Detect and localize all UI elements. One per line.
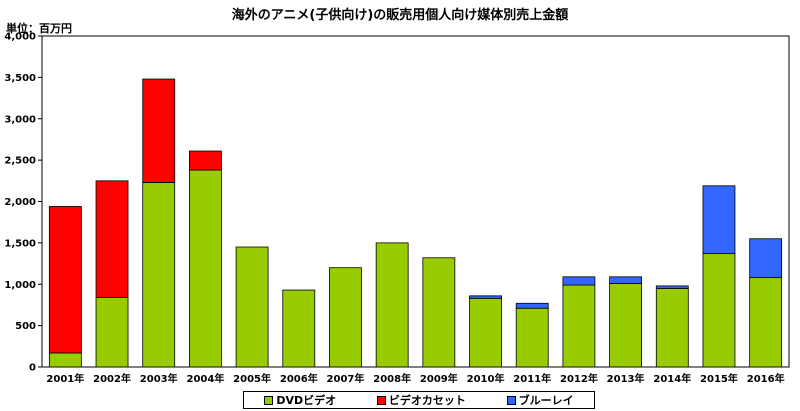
bar-segment xyxy=(609,283,642,368)
legend-item-dvd: DVDビデオ xyxy=(264,392,336,408)
x-tick-label: 2014年 xyxy=(653,372,691,385)
x-tick-label: 2015年 xyxy=(700,372,738,385)
x-tick-label: 2013年 xyxy=(607,372,645,385)
bar-segment xyxy=(329,267,362,368)
bar-segment xyxy=(189,169,222,368)
legend-swatch-bluray xyxy=(506,395,516,405)
y-tick-label: 3,000 xyxy=(4,114,36,125)
y-tick-label: 2,000 xyxy=(4,197,36,208)
unit-label: 単位：百万円 xyxy=(6,22,72,35)
y-tick-labels: 0 500 1,000 1,500 2,000 2,500 3,000 3,500 4,000 xyxy=(4,32,42,374)
y-tick-label: 500 xyxy=(15,321,36,332)
bar-segment xyxy=(375,242,409,368)
y-tick-label: 1,000 xyxy=(4,280,36,291)
x-tick-label: 2006年 xyxy=(280,372,318,385)
y-tick-label: 1,500 xyxy=(4,238,36,249)
bar-segment xyxy=(609,276,642,284)
bar-segment xyxy=(189,150,222,171)
bar-segment xyxy=(469,295,502,299)
y-tick-label: 0 xyxy=(29,363,36,374)
x-tick-label: 2008年 xyxy=(373,372,411,385)
x-tick-label: 2010年 xyxy=(467,372,505,385)
x-tick-label: 2005年 xyxy=(233,372,271,385)
bar-segment xyxy=(95,180,129,298)
x-tick-label: 2009年 xyxy=(420,372,458,385)
legend: DVDビデオ ビデオカセット ブルーレイ xyxy=(243,391,595,409)
bar-segment xyxy=(282,289,316,368)
y-tick-label: 4,000 xyxy=(4,32,36,43)
legend-label-videocassette: ビデオカセット xyxy=(388,394,466,407)
y-tick-label: 2,500 xyxy=(4,156,36,167)
legend-item-bluray: ブルーレイ xyxy=(506,392,574,408)
legend-swatch-videocassette xyxy=(376,395,386,405)
bar-segment xyxy=(235,246,269,368)
bar-segment xyxy=(749,277,783,368)
legend-label-dvd: DVDビデオ xyxy=(276,394,337,407)
bar-segment xyxy=(515,307,549,368)
bar-segment xyxy=(142,182,176,368)
legend-swatch-dvd xyxy=(264,395,274,405)
x-tick-label: 2003年 xyxy=(140,372,178,385)
bar-segment xyxy=(422,257,456,368)
bar-segment xyxy=(562,284,596,368)
chart-bars xyxy=(48,78,783,368)
bar-segment xyxy=(142,78,176,183)
bar-segment xyxy=(655,285,689,289)
bar-segment xyxy=(469,297,502,368)
bar-segment xyxy=(702,253,736,368)
bar-segment xyxy=(48,206,82,354)
bar-segment xyxy=(749,238,783,279)
bar-segment xyxy=(95,297,129,368)
x-tick-label: 2012年 xyxy=(560,372,598,385)
x-tick-label: 2016年 xyxy=(747,372,785,385)
x-tick-labels: 2001年 2002年 2003年 2004年 2005年 2006年 2007年 2008年… xyxy=(46,372,784,385)
x-tick-label: 2011年 xyxy=(513,372,551,385)
bar-segment xyxy=(515,302,549,309)
x-tick-label: 2001年 xyxy=(46,372,84,385)
bar-segment xyxy=(48,352,82,368)
legend-label-bluray: ブルーレイ xyxy=(518,394,574,407)
bar-segment xyxy=(562,276,596,286)
bar-segment xyxy=(655,287,689,368)
x-tick-label: 2007年 xyxy=(327,372,365,385)
y-tick-label: 3,500 xyxy=(4,73,36,84)
chart-title: 海外のアニメ(子供向け)の販売用個人向け媒体別売上金額 xyxy=(231,8,569,23)
legend-item-videocassette: ビデオカセット xyxy=(376,392,466,408)
bar-segment xyxy=(702,185,736,255)
x-tick-label: 2004年 xyxy=(186,372,224,385)
x-tick-label: 2002年 xyxy=(93,372,131,385)
